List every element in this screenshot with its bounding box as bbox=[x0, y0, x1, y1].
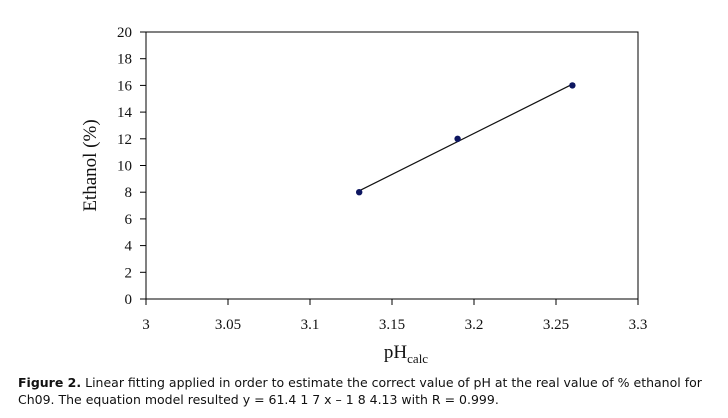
y-tick-label: 20 bbox=[117, 25, 132, 41]
y-tick-label: 10 bbox=[117, 159, 132, 175]
data-point bbox=[454, 135, 461, 142]
y-tick-label: 0 bbox=[125, 292, 133, 308]
x-axis-title: pHcalc bbox=[384, 342, 428, 366]
x-tick-label: 3.1 bbox=[301, 317, 320, 333]
x-axis-ticks: 3 3.05 3.1 3.15 3.2 3.25 3.3 bbox=[142, 299, 647, 333]
x-tick-label: 3.25 bbox=[543, 317, 569, 333]
plot-area-frame bbox=[145, 31, 639, 300]
caption-text: Linear fitting applied in order to estim… bbox=[18, 375, 702, 407]
y-axis-title: Ethanol (%) bbox=[80, 119, 101, 211]
y-tick-label: 2 bbox=[125, 265, 133, 281]
x-tick-label: 3.2 bbox=[465, 317, 484, 333]
y-tick-label: 6 bbox=[125, 212, 133, 228]
y-tick-label: 4 bbox=[125, 239, 133, 255]
y-tick-label: 14 bbox=[117, 105, 133, 121]
y-tick-label: 18 bbox=[117, 52, 132, 68]
data-point bbox=[356, 189, 363, 196]
data-point bbox=[569, 82, 576, 89]
y-axis-ticks: 0 2 4 6 8 10 12 14 16 18 20 bbox=[117, 25, 146, 308]
linear-fit-line bbox=[358, 83, 573, 192]
x-axis-title-base: pH bbox=[384, 342, 408, 363]
x-tick-label: 3 bbox=[142, 317, 150, 333]
y-tick-label: 12 bbox=[117, 132, 132, 148]
caption-label: Figure 2. bbox=[18, 375, 82, 390]
x-tick-label: 3.15 bbox=[379, 317, 405, 333]
series-layer bbox=[356, 82, 576, 196]
y-tick-label: 8 bbox=[125, 185, 133, 201]
y-tick-label: 16 bbox=[117, 78, 133, 94]
x-axis-title-subscript: calc bbox=[407, 351, 428, 366]
x-tick-label: 3.3 bbox=[629, 317, 648, 333]
chart: 3 3.05 3.1 3.15 3.2 3.25 3.3 0 2 4 6 8 10 12 14 16 18 20… bbox=[80, 25, 647, 366]
x-tick-label: 3.05 bbox=[215, 317, 241, 333]
figure-caption: Figure 2. Linear fitting applied in orde… bbox=[18, 374, 722, 408]
